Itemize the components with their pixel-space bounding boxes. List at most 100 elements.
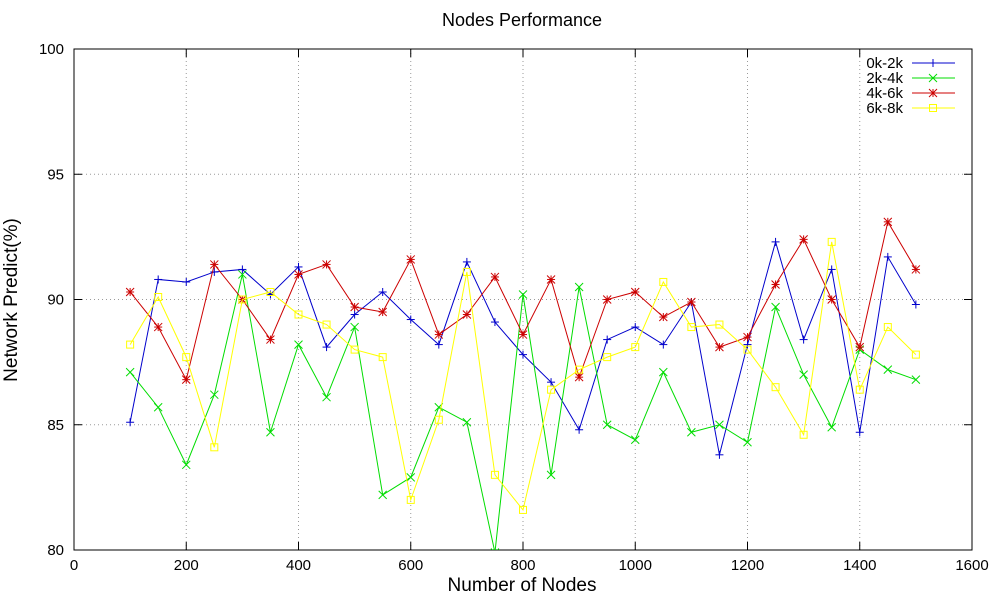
- data-point-2k-4k: [602, 420, 612, 430]
- data-point-2k-4k: [518, 290, 528, 299]
- legend-label-4k-6k: 4k-6k: [866, 85, 903, 102]
- data-point-2k-4k: [462, 417, 472, 427]
- data-point-4k-6k: [658, 312, 668, 322]
- series-group: [125, 217, 921, 550]
- data-point-2k-4k: [687, 427, 696, 437]
- data-point-4k-6k: [883, 217, 893, 227]
- data-point-0k-2k: [799, 335, 808, 344]
- data-point-6k-8k: [378, 353, 387, 362]
- data-point-6k-8k: [827, 237, 836, 246]
- data-point-0k-2k: [631, 323, 640, 332]
- data-point-2k-4k: [125, 367, 135, 377]
- data-point-0k-2k: [210, 267, 219, 276]
- data-point-6k-8k: [687, 323, 696, 332]
- data-point-6k-8k: [462, 267, 471, 276]
- data-point-0k-2k: [182, 277, 191, 286]
- data-point-4k-6k: [294, 270, 303, 279]
- data-point-6k-8k: [182, 353, 191, 362]
- data-point-6k-8k: [519, 505, 527, 514]
- y-tick-label: 100: [39, 41, 64, 58]
- data-point-0k-2k: [294, 262, 303, 271]
- data-point-6k-8k: [715, 320, 724, 329]
- legend-label-6k-8k: 6k-8k: [866, 100, 903, 117]
- y-tick-label: 85: [47, 417, 64, 434]
- data-point-4k-6k: [855, 342, 865, 352]
- data-point-0k-2k: [771, 237, 780, 246]
- data-point-6k-8k: [743, 345, 752, 354]
- series-4k-6k: [125, 217, 921, 385]
- data-point-2k-4k: [546, 470, 556, 480]
- data-point-4k-6k: [434, 330, 444, 339]
- data-point-0k-2k: [406, 315, 415, 324]
- data-point-2k-4k: [827, 422, 837, 432]
- data-point-4k-6k: [630, 287, 640, 297]
- legend-marker-6k-8k: [929, 104, 937, 112]
- data-point-0k-2k: [238, 265, 247, 274]
- data-point-4k-6k: [687, 297, 696, 307]
- series-line-6k-8k: [129, 241, 917, 512]
- data-point-6k-8k: [266, 287, 275, 296]
- data-point-2k-4k: [911, 375, 921, 385]
- data-point-0k-2k: [322, 343, 331, 352]
- data-point-4k-6k: [181, 375, 191, 385]
- data-point-6k-8k: [294, 310, 303, 319]
- y-axis-label: Network Predict(%): [1, 218, 22, 382]
- data-point-0k-2k: [855, 428, 864, 437]
- data-point-0k-2k: [490, 318, 499, 327]
- data-point-2k-4k: [181, 460, 191, 470]
- data-point-6k-8k: [631, 343, 640, 352]
- data-point-0k-2k: [575, 425, 584, 434]
- x-tick-label: 1400: [843, 557, 876, 574]
- legend-label-0k-2k: 0k-2k: [866, 55, 903, 72]
- data-point-4k-6k: [209, 260, 219, 269]
- data-point-6k-8k: [603, 353, 612, 362]
- data-point-4k-6k: [743, 332, 752, 342]
- data-point-2k-4k: [743, 437, 752, 447]
- data-point-4k-6k: [715, 342, 724, 352]
- x-tick-label: 200: [174, 557, 199, 574]
- data-point-2k-4k: [350, 322, 359, 332]
- data-point-6k-8k: [238, 295, 247, 304]
- data-point-0k-2k: [462, 257, 471, 266]
- x-tick-label: 1200: [731, 557, 764, 574]
- data-point-6k-8k: [406, 495, 415, 504]
- data-point-4k-6k: [350, 302, 359, 312]
- data-point-6k-8k: [322, 320, 331, 329]
- data-point-0k-2k: [911, 300, 920, 309]
- data-point-2k-4k: [406, 473, 416, 482]
- legend-marker-0k-2k: [929, 59, 937, 67]
- x-axis-label: Number of Nodes: [448, 575, 597, 596]
- data-point-0k-2k: [126, 418, 135, 427]
- data-point-4k-6k: [574, 372, 584, 382]
- data-point-0k-2k: [743, 340, 752, 349]
- data-point-4k-6k: [406, 255, 416, 264]
- legend-marker-4k-6k: [928, 88, 938, 98]
- y-tick-label: 90: [47, 292, 64, 309]
- data-point-4k-6k: [378, 307, 388, 317]
- data-point-6k-8k: [434, 415, 443, 424]
- data-point-6k-8k: [771, 383, 780, 392]
- data-point-6k-8k: [490, 470, 499, 479]
- data-point-6k-8k: [350, 345, 359, 354]
- data-point-0k-2k: [547, 378, 556, 387]
- data-point-6k-8k: [659, 277, 668, 286]
- chart-title: Nodes Performance: [442, 10, 602, 30]
- y-tick-label: 95: [47, 166, 64, 183]
- data-point-6k-8k: [154, 292, 163, 301]
- data-point-4k-6k: [490, 272, 500, 282]
- data-point-2k-4k: [771, 302, 780, 312]
- data-point-2k-4k: [658, 367, 668, 377]
- data-point-0k-2k: [519, 350, 527, 359]
- data-point-2k-4k: [630, 435, 640, 445]
- data-point-2k-4k: [322, 392, 331, 402]
- x-tick-label: 600: [398, 557, 423, 574]
- data-point-2k-4k: [238, 270, 247, 279]
- data-point-0k-2k: [154, 275, 163, 284]
- data-point-0k-2k: [659, 340, 668, 349]
- data-point-2k-4k: [294, 340, 303, 349]
- data-point-0k-2k: [715, 450, 724, 459]
- data-point-4k-6k: [462, 310, 472, 319]
- x-tick-label: 400: [286, 557, 311, 574]
